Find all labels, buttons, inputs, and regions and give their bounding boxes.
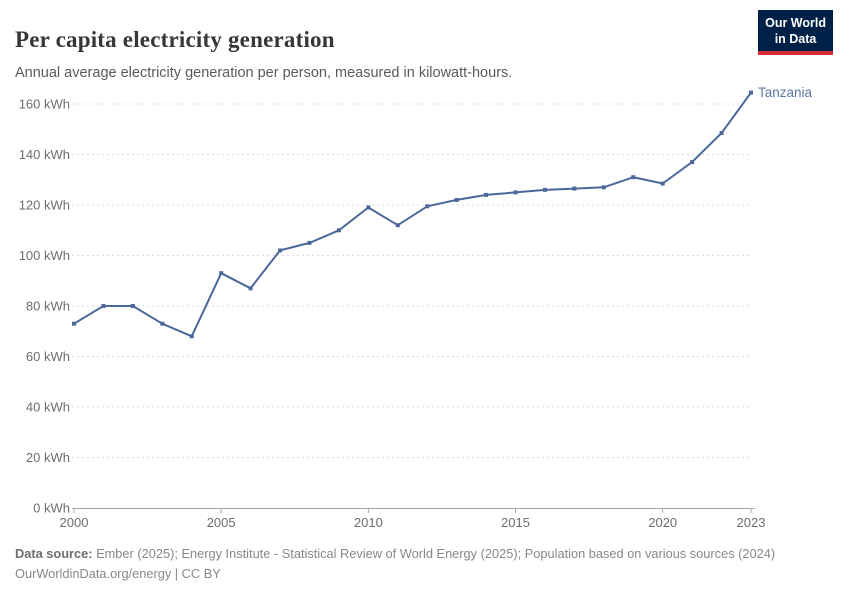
tanzania-point-2010[interactable] <box>366 205 371 210</box>
tanzania-point-2012[interactable] <box>425 204 430 209</box>
data-source-line: Data source: Ember (2025); Energy Instit… <box>15 544 775 564</box>
y-tick-label-40: 40 kWh <box>26 400 70 415</box>
tanzania-line[interactable] <box>73 91 752 338</box>
chart-footer: Data source: Ember (2025); Energy Instit… <box>15 544 775 584</box>
entity-label-tanzania[interactable]: Tanzania <box>758 85 813 100</box>
tanzania-point-2018[interactable] <box>601 185 606 190</box>
tanzania-point-2004[interactable] <box>189 334 194 339</box>
x-tick-label-2010: 2010 <box>354 515 383 530</box>
owid-logo-line1: Our World <box>765 16 826 30</box>
tanzania-point-2023[interactable] <box>749 90 753 95</box>
tanzania-point-2014[interactable] <box>484 192 489 197</box>
tanzania-point-2001[interactable] <box>101 304 106 308</box>
tanzania-point-2022[interactable] <box>719 131 724 136</box>
tanzania-point-2017[interactable] <box>572 186 577 191</box>
tanzania-point-2003[interactable] <box>160 321 165 326</box>
y-tick-label-120: 120 kWh <box>19 198 70 213</box>
tanzania-point-2002[interactable] <box>130 304 135 308</box>
line-chart[interactable]: 0 kWh 20 kWh 40 kWh 60 kWh 80 kWh 100 kWh 120 … <box>0 78 850 538</box>
tanzania-point-2021[interactable] <box>690 160 695 165</box>
owid-logo[interactable]: Our World in Data <box>758 10 833 55</box>
y-tick-label-140: 140 kWh <box>19 147 70 162</box>
data-source-text: Ember (2025); Energy Institute - Statist… <box>96 546 776 561</box>
tanzania-point-2020[interactable] <box>660 181 665 186</box>
y-tick-label-60: 60 kWh <box>26 349 70 364</box>
tanzania-point-2006[interactable] <box>248 286 253 291</box>
x-tick-label-2023: 2023 <box>737 515 766 530</box>
x-tick-label-2005: 2005 <box>207 515 236 530</box>
tanzania-point-2015[interactable] <box>513 190 518 195</box>
y-tick-label-100: 100 kWh <box>19 248 70 263</box>
tanzania-point-2013[interactable] <box>454 197 459 202</box>
tanzania-point-2008[interactable] <box>307 240 312 245</box>
x-tick-label-2020: 2020 <box>648 515 677 530</box>
license-link-line[interactable]: OurWorldinData.org/energy | CC BY <box>15 566 221 581</box>
tanzania-point-2011[interactable] <box>395 223 400 228</box>
owid-logo-line2: in Data <box>774 32 817 46</box>
y-tick-label-20: 20 kWh <box>26 450 70 465</box>
y-tick-label-80: 80 kWh <box>26 299 70 314</box>
tanzania-point-2007[interactable] <box>278 248 283 253</box>
y-tick-label-0: 0 kWh <box>33 501 70 516</box>
tanzania-point-2016[interactable] <box>542 187 547 192</box>
tanzania-point-2019[interactable] <box>631 175 636 180</box>
tanzania-point-2005[interactable] <box>219 271 224 276</box>
tanzania-point-2000[interactable] <box>72 321 76 326</box>
y-tick-label-160: 160 kWh <box>19 97 70 112</box>
chart-subtitle: Annual average electricity generation pe… <box>15 64 513 81</box>
x-tick-label-2000: 2000 <box>60 515 89 530</box>
data-source-label: Data source: <box>15 546 93 561</box>
chart-title: Per capita electricity generation <box>15 27 335 53</box>
x-tick-label-2015: 2015 <box>501 515 530 530</box>
tanzania-point-2009[interactable] <box>336 228 341 233</box>
